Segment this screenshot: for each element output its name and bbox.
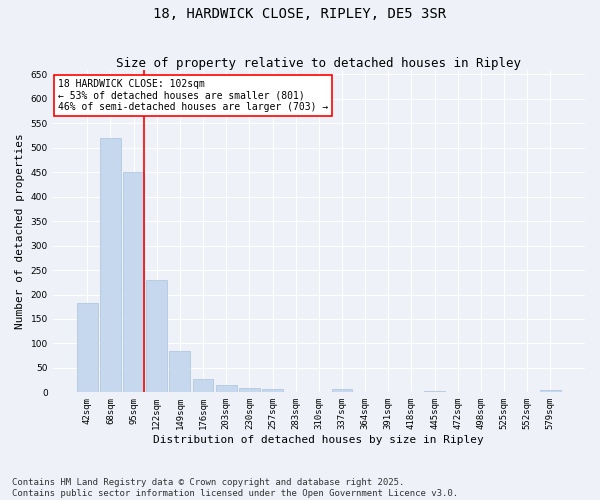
Title: Size of property relative to detached houses in Ripley: Size of property relative to detached ho… [116, 56, 521, 70]
Bar [169, 351, 190, 393]
Bar [424, 391, 445, 392]
Bar [262, 390, 283, 392]
Text: 18, HARDWICK CLOSE, RIPLEY, DE5 3SR: 18, HARDWICK CLOSE, RIPLEY, DE5 3SR [154, 8, 446, 22]
Bar [193, 379, 214, 392]
Bar [123, 172, 144, 392]
Bar [146, 280, 167, 392]
X-axis label: Distribution of detached houses by size in Ripley: Distribution of detached houses by size … [154, 435, 484, 445]
Y-axis label: Number of detached properties: Number of detached properties [15, 133, 25, 329]
Bar [100, 138, 121, 392]
Bar [216, 385, 236, 392]
Bar [540, 390, 561, 392]
Bar [332, 389, 352, 392]
Bar [77, 303, 98, 392]
Text: 18 HARDWICK CLOSE: 102sqm
← 53% of detached houses are smaller (801)
46% of semi: 18 HARDWICK CLOSE: 102sqm ← 53% of detac… [58, 79, 328, 112]
Text: Contains HM Land Registry data © Crown copyright and database right 2025.
Contai: Contains HM Land Registry data © Crown c… [12, 478, 458, 498]
Bar [239, 388, 260, 392]
